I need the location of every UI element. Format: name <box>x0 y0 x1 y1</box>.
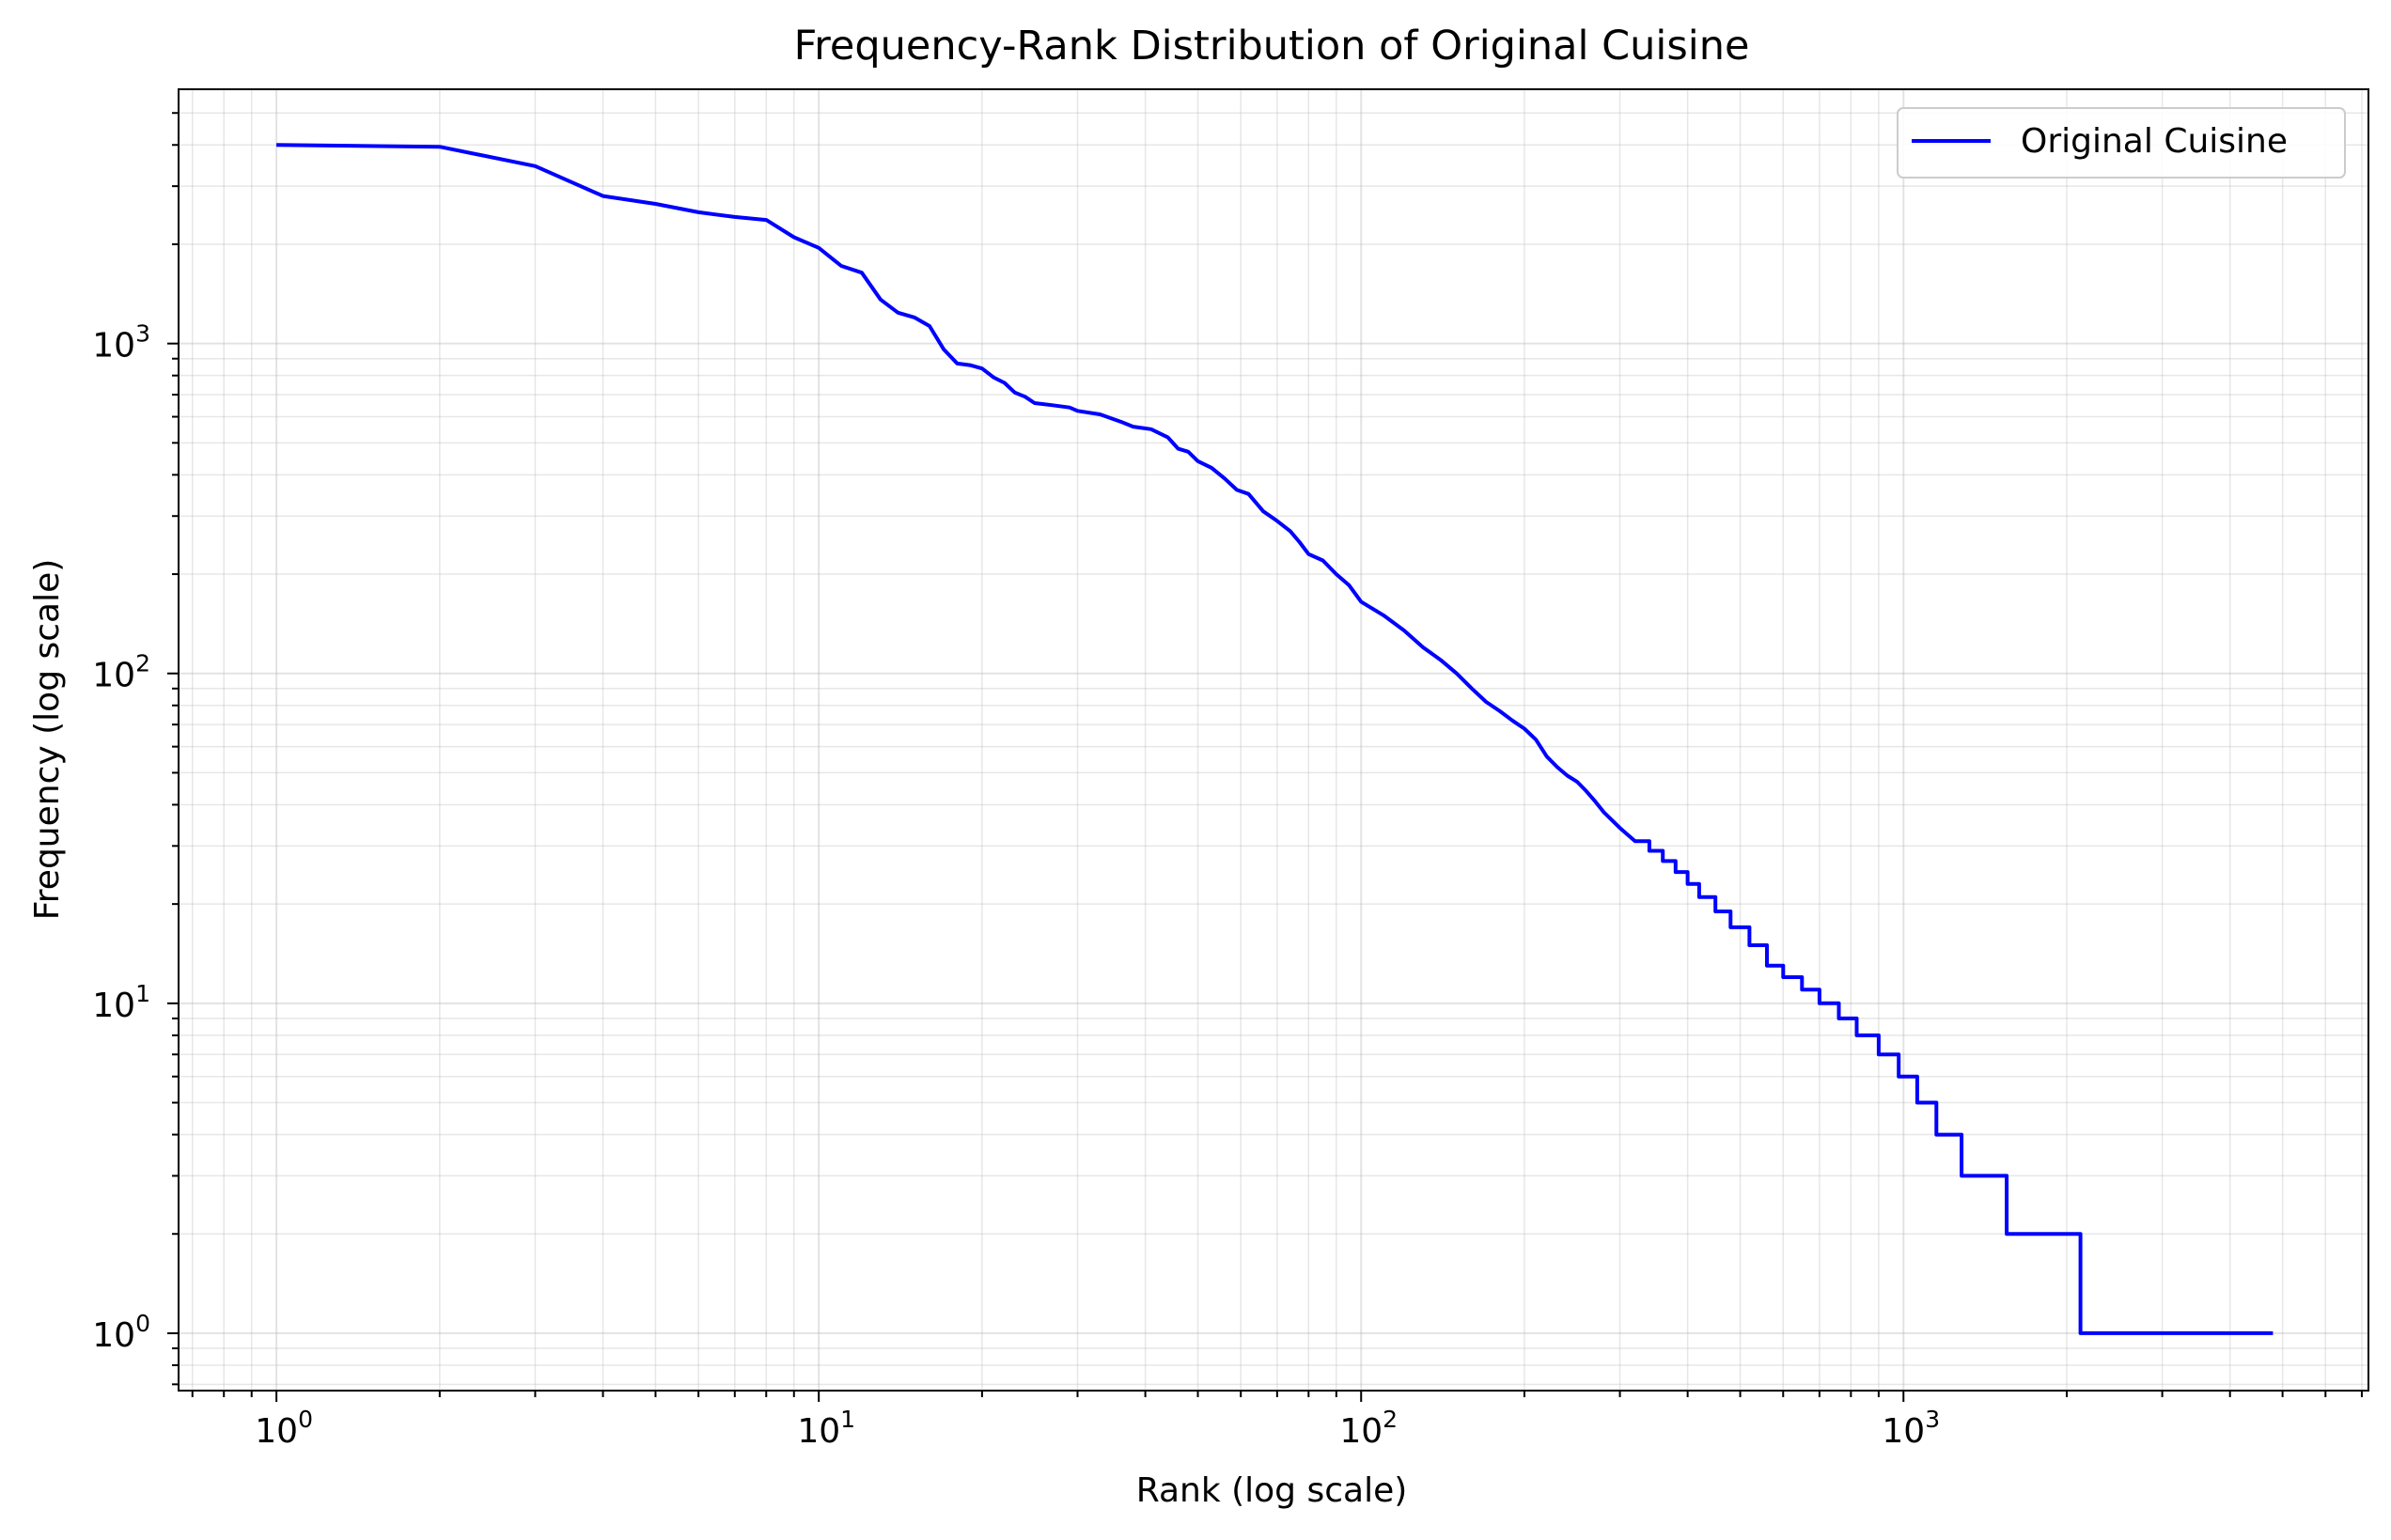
x-tick-label: 100 <box>255 1406 313 1451</box>
y-axis-label: Frequency (log scale) <box>28 559 67 921</box>
x-axis-label: Rank (log scale) <box>1136 1471 1408 1510</box>
x-tick-label-exponent: 0 <box>298 1406 313 1433</box>
x-tick-label: 101 <box>797 1406 855 1451</box>
x-axis: 100 101 102 103 <box>191 1391 2363 1451</box>
x-tick-label-exponent: 2 <box>1383 1406 1398 1433</box>
plot-area <box>179 89 2368 1391</box>
x-tick-label-base: 10 <box>1339 1412 1383 1451</box>
legend-entry: Original Cuisine <box>2021 122 2288 161</box>
y-tick-label-exponent: 1 <box>135 980 150 1007</box>
series-line-0 <box>276 143 2274 1335</box>
y-tick-label-exponent: 2 <box>135 650 150 677</box>
y-tick-label: 100 <box>92 1310 150 1355</box>
x-tick-label-exponent: 3 <box>1925 1406 1940 1433</box>
y-tick-label: 101 <box>92 980 150 1025</box>
x-tick-label: 102 <box>1339 1406 1398 1451</box>
y-tick-label-base: 10 <box>92 1316 135 1355</box>
y-tick-label-base: 10 <box>92 987 135 1025</box>
x-tick-label-base: 10 <box>1882 1412 1925 1451</box>
y-tick-label-exponent: 3 <box>135 320 150 348</box>
legend-box <box>1897 107 2346 179</box>
y-tick-label: 103 <box>92 320 150 366</box>
x-tick-label: 103 <box>1882 1406 1940 1451</box>
x-tick-label-exponent: 1 <box>840 1406 855 1433</box>
plot-frame <box>178 88 2369 1392</box>
y-tick-label: 102 <box>92 650 150 695</box>
legend: Original Cuisine <box>1897 107 2346 179</box>
y-tick-label-base: 10 <box>92 327 135 366</box>
x-tick-label-base: 10 <box>255 1412 298 1451</box>
chart-title: Frequency-Rank Distribution of Original … <box>794 23 1750 70</box>
y-tick-label-base: 10 <box>92 657 135 695</box>
x-tick-label-base: 10 <box>797 1412 840 1451</box>
y-tick-label-exponent: 0 <box>135 1310 150 1337</box>
